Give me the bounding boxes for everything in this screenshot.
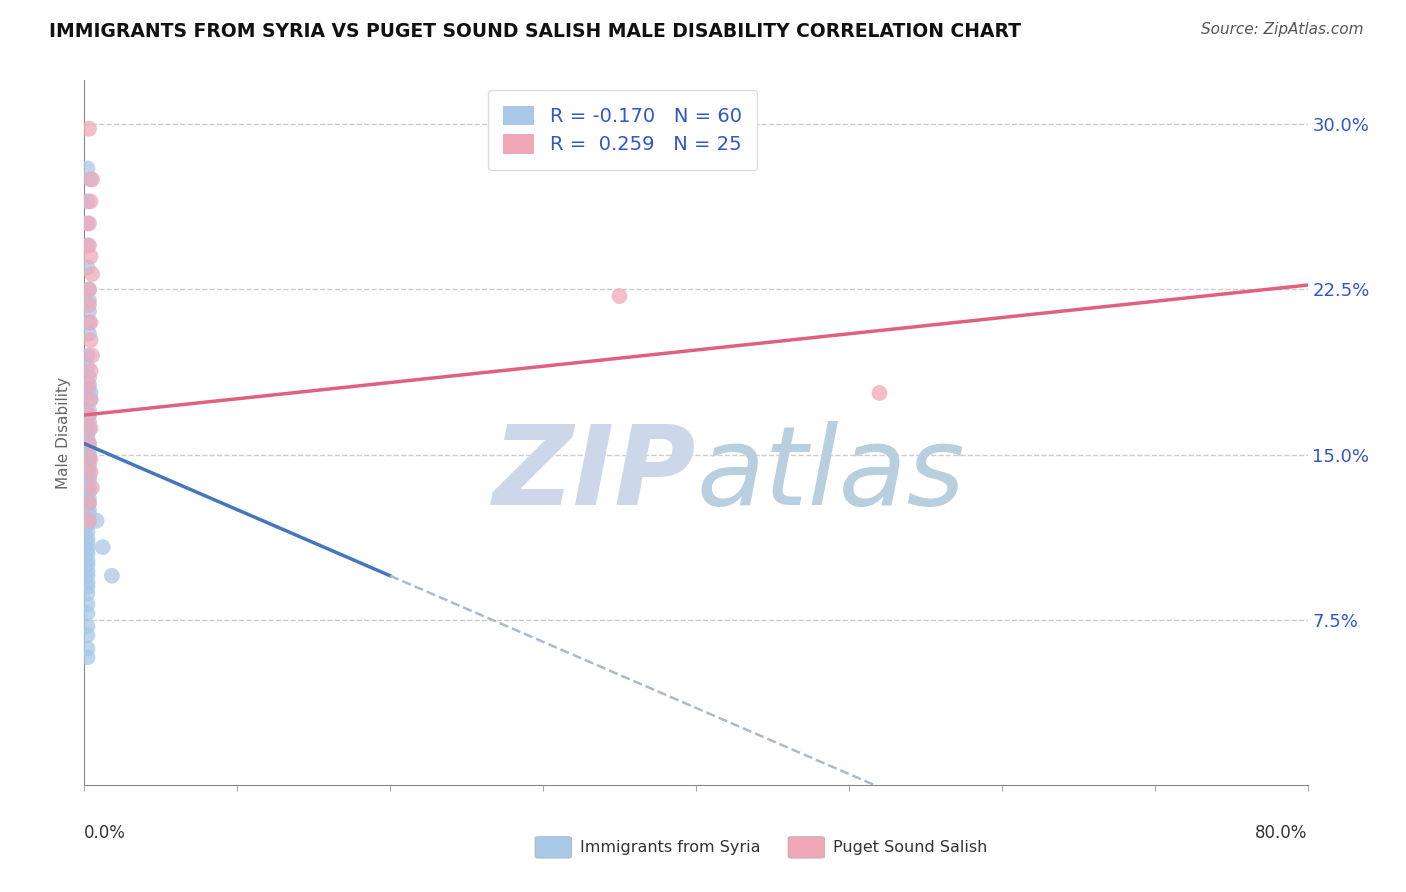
Point — [76, 628, 98, 642]
Point — [77, 441, 100, 455]
Point — [79, 194, 101, 209]
Point — [77, 316, 100, 330]
Point — [77, 507, 100, 521]
Point — [77, 469, 100, 483]
Point — [77, 216, 100, 230]
Point — [77, 298, 100, 312]
Point — [77, 491, 100, 506]
Point — [77, 481, 100, 495]
Point — [79, 392, 101, 407]
Text: ZIP: ZIP — [492, 421, 696, 528]
Point — [77, 403, 100, 417]
Point — [76, 565, 98, 579]
Point — [80, 267, 103, 281]
Point — [76, 532, 98, 546]
Point — [76, 650, 98, 665]
Point — [77, 496, 100, 510]
Point — [77, 326, 100, 341]
Point — [76, 260, 98, 275]
Point — [76, 553, 98, 567]
Point — [77, 514, 100, 528]
Point — [86, 514, 108, 528]
Point — [76, 580, 98, 594]
Point — [79, 452, 101, 467]
Point — [80, 349, 103, 363]
Text: atlas: atlas — [696, 421, 965, 528]
Point — [76, 359, 98, 374]
Y-axis label: Male Disability: Male Disability — [56, 376, 72, 489]
Point — [76, 598, 98, 612]
Point — [79, 392, 101, 407]
Point — [77, 436, 100, 450]
Point — [79, 421, 101, 435]
Point — [77, 408, 100, 422]
Point — [79, 364, 101, 378]
Point — [76, 430, 98, 444]
Point — [79, 250, 101, 264]
Point — [76, 641, 98, 656]
Point — [79, 386, 101, 401]
Point — [77, 436, 100, 450]
Point — [76, 606, 98, 620]
Point — [77, 382, 100, 396]
Text: 0.0%: 0.0% — [84, 823, 127, 842]
Point — [609, 289, 631, 303]
Point — [76, 535, 98, 549]
Point — [76, 524, 98, 539]
Text: 80.0%: 80.0% — [1256, 823, 1308, 842]
Point — [77, 485, 100, 500]
Point — [77, 121, 100, 136]
Legend: R = -0.170   N = 60, R =  0.259   N = 25: R = -0.170 N = 60, R = 0.259 N = 25 — [488, 90, 758, 170]
Point — [76, 575, 98, 590]
Point — [101, 568, 124, 582]
Point — [76, 238, 98, 252]
Point — [77, 421, 100, 435]
Point — [76, 586, 98, 600]
Point — [77, 514, 100, 528]
Point — [77, 452, 100, 467]
Point — [79, 333, 101, 347]
Point — [77, 377, 100, 392]
Point — [77, 283, 100, 297]
Point — [77, 463, 100, 477]
Point — [77, 283, 100, 297]
Point — [76, 349, 98, 363]
Point — [79, 316, 101, 330]
Point — [77, 370, 100, 384]
Point — [80, 172, 103, 186]
Point — [79, 172, 101, 186]
Text: Puget Sound Salish: Puget Sound Salish — [832, 840, 987, 855]
Point — [77, 502, 100, 516]
Point — [76, 568, 98, 582]
Text: Immigrants from Syria: Immigrants from Syria — [581, 840, 761, 855]
Point — [76, 216, 98, 230]
Point — [79, 465, 101, 479]
Text: IMMIGRANTS FROM SYRIA VS PUGET SOUND SALISH MALE DISABILITY CORRELATION CHART: IMMIGRANTS FROM SYRIA VS PUGET SOUND SAL… — [49, 22, 1021, 41]
Point — [76, 542, 98, 557]
Point — [77, 496, 100, 510]
Point — [77, 293, 100, 308]
Point — [80, 481, 103, 495]
Point — [76, 161, 98, 176]
Point — [77, 448, 100, 462]
Point — [76, 547, 98, 561]
Point — [77, 238, 100, 252]
Point — [869, 386, 891, 401]
Point — [77, 415, 100, 429]
Text: Source: ZipAtlas.com: Source: ZipAtlas.com — [1201, 22, 1364, 37]
Point — [76, 518, 98, 533]
Point — [77, 408, 100, 422]
Point — [76, 194, 98, 209]
Point — [77, 474, 100, 488]
Point — [76, 425, 98, 440]
Point — [76, 619, 98, 633]
Point — [77, 304, 100, 318]
Point — [77, 458, 100, 473]
Point — [91, 540, 114, 554]
Point — [76, 558, 98, 572]
